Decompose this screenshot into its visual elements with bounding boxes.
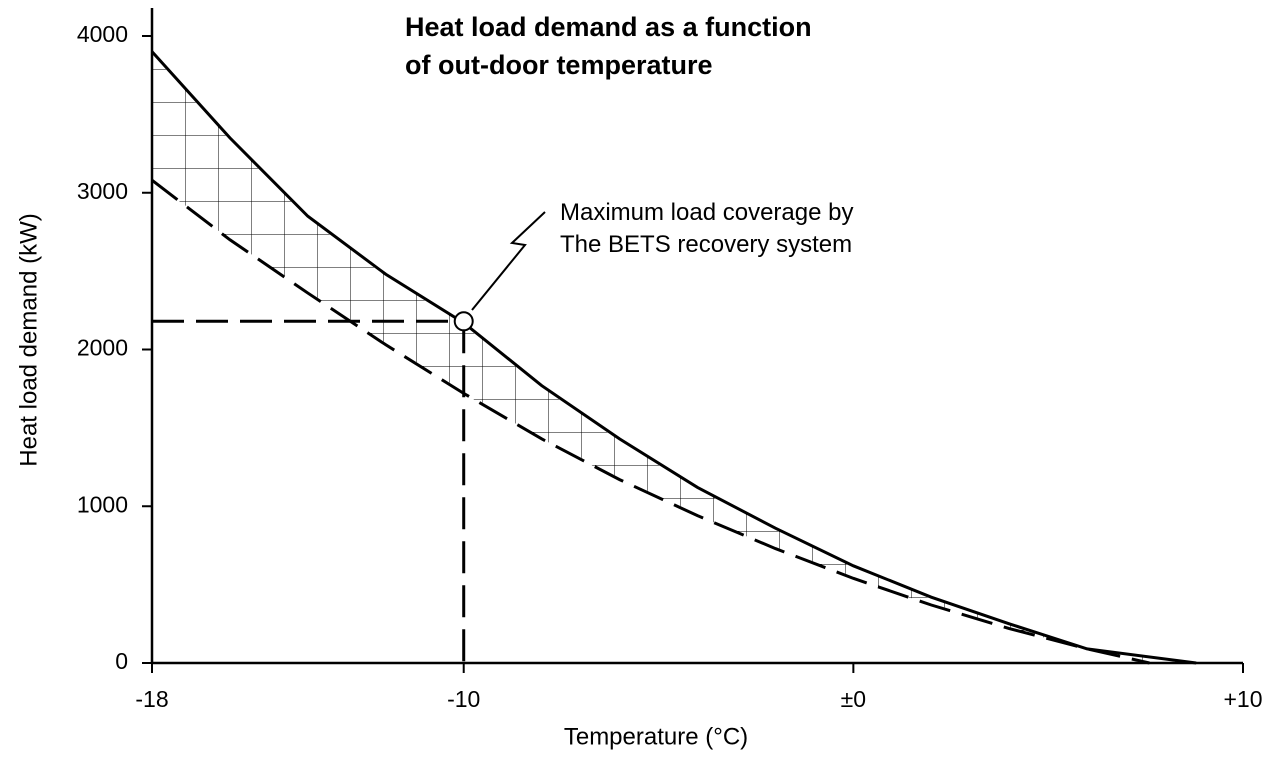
annotation: Maximum load coverage by xyxy=(560,199,853,226)
annotation: The BETS recovery system xyxy=(560,231,852,258)
chart-title: of out-door temperature xyxy=(405,50,713,80)
leader-line xyxy=(471,211,546,311)
y-tick-label: 0 xyxy=(115,648,128,674)
y-axis-label: Heat load demand (kW) xyxy=(15,213,42,466)
x-axis-label: Temperature (°C) xyxy=(564,723,748,750)
x-tick-label: -18 xyxy=(135,686,168,712)
x-tick-label: +10 xyxy=(1223,686,1262,712)
line xyxy=(150,50,1197,665)
x-tick-label: -10 xyxy=(447,686,480,712)
x-tick-label: ±0 xyxy=(841,686,866,712)
y-tick-label: 1000 xyxy=(77,491,128,517)
y-tick-label: 4000 xyxy=(77,21,128,47)
marker xyxy=(453,311,474,332)
line xyxy=(151,179,1150,665)
hatch-area xyxy=(152,51,1197,664)
y-tick-label: 2000 xyxy=(77,335,128,361)
y-tick-label: 3000 xyxy=(77,178,128,204)
chart-title: Heat load demand as a function xyxy=(405,12,812,42)
